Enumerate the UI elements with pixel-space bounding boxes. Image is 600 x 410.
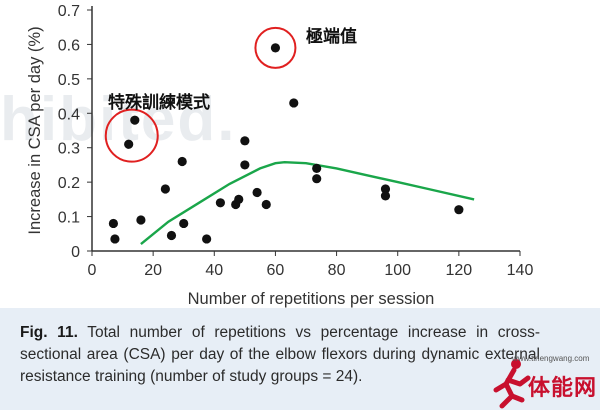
x-tick-label: 0 [88, 262, 97, 279]
y-tick-label: 0 [71, 244, 80, 261]
x-tick-label: 80 [328, 262, 346, 279]
watermark-text: hibited. [0, 85, 237, 154]
highlight-label: 特殊訓練模式 [108, 92, 210, 113]
data-point [240, 136, 250, 146]
x-tick-label: 100 [384, 262, 411, 279]
data-point [380, 184, 391, 194]
data-point [270, 43, 281, 53]
caption-label: Fig. 11. [20, 324, 78, 341]
data-point [234, 194, 244, 204]
data-point [289, 98, 299, 108]
y-tick-label: 0.3 [58, 141, 80, 158]
y-tick-label: 0.2 [58, 175, 80, 192]
figure-caption: Fig. 11. Total number of repetitions vs … [20, 322, 540, 388]
figure-caption-panel [0, 308, 600, 410]
data-point [380, 191, 391, 201]
y-tick-label: 0.4 [58, 106, 80, 123]
data-point [252, 187, 262, 198]
trend-line [140, 160, 475, 246]
data-point [202, 234, 212, 244]
data-point [166, 230, 177, 241]
data-point [240, 160, 250, 170]
y-tick-label: 0.1 [58, 210, 80, 227]
data-point [312, 174, 322, 184]
y-tick-label: 0.6 [58, 37, 80, 54]
x-tick-label: 20 [144, 262, 162, 279]
y-axis-label: Increase in CSA per day (%) [26, 26, 44, 234]
highlight-circle [104, 108, 159, 163]
data-point [108, 218, 118, 229]
x-tick-label: 40 [205, 262, 223, 279]
runner-logo-icon [493, 359, 531, 409]
data-point [179, 218, 189, 229]
x-tick-label: 60 [267, 262, 285, 279]
data-point [312, 163, 322, 173]
data-point [124, 139, 134, 149]
logo-url: www.tinengwang.com [512, 354, 590, 363]
data-point [160, 184, 170, 194]
highlight-circle [254, 26, 297, 69]
data-point [110, 234, 120, 244]
scatter-chart: 0 20 40 60 80 100 120 140 0 0.1 0.2 0.3 0.4 0.5 0.6 0.7… [26, 3, 534, 308]
x-tick-label: 140 [507, 262, 534, 279]
logo-text: 体能网 [528, 376, 598, 401]
x-tick-label: 120 [446, 262, 473, 279]
y-tick-label: 0.5 [58, 72, 80, 89]
highlight-label: 極端值 [306, 26, 357, 47]
data-point [454, 205, 464, 215]
y-tick-label: 0.7 [58, 3, 80, 20]
caption-body: Total number of repetitions vs percentag… [20, 324, 540, 385]
data-point [136, 215, 146, 225]
data-point [215, 198, 225, 208]
x-axis-label: Number of repetitions per session [188, 290, 435, 308]
data-point [261, 199, 271, 210]
data-point [177, 156, 187, 167]
data-point [130, 115, 140, 125]
